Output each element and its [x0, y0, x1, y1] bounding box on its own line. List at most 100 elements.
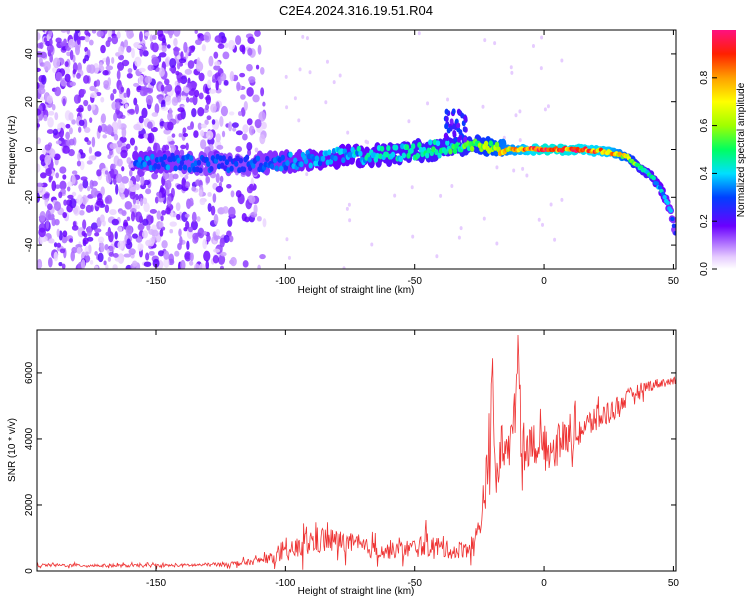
spectrogram-noise-cell: [128, 163, 134, 168]
spectrogram-noise-cell: [37, 108, 41, 116]
spectrogram-ridge-cell: [234, 160, 239, 167]
colorbar: 0.0 0.2 0.4 0.6 0.8 Normalized spectral ampl…: [699, 30, 747, 276]
spectrogram-ridge-cell: [209, 165, 214, 172]
spectrogram-noise-cell: [59, 166, 67, 174]
spectrogram-noise-cell: [96, 200, 104, 206]
spectrogram-noise-cell: [88, 146, 93, 154]
spectrogram-noise-cell: [219, 116, 224, 127]
spectrogram-noise-cell: [43, 60, 51, 72]
spectrogram-noise-cell: [70, 250, 75, 262]
spectrogram-noise-cell: [54, 184, 61, 189]
spectrogram-noise-cell: [125, 264, 132, 269]
spectrogram-noise-cell: [121, 127, 127, 138]
spectrogram-ridge-cell: [341, 157, 346, 164]
spectrogram-noise-cell: [188, 97, 195, 103]
spectrogram-noise-cell: [208, 55, 214, 67]
spectrogram-noise-cell: [483, 38, 487, 43]
spectrogram-noise-cell: [180, 259, 186, 269]
spectrogram-noise-cell: [58, 262, 63, 267]
spectrogram-noise-cell: [89, 117, 93, 124]
spectrogram-ridge-cell: [415, 152, 421, 159]
spectrogram-noise-cell: [411, 234, 415, 239]
spectrogram-noise-cell: [175, 202, 181, 212]
spectrogram-noise-cell: [51, 217, 56, 227]
spectrogram-noise-cell: [96, 169, 102, 177]
spectrogram-noise-cell: [123, 39, 129, 48]
spectrogram-noise-cell: [125, 143, 131, 150]
spectrogram-noise-cell: [148, 250, 155, 256]
spectrogram-noise-cell: [62, 98, 66, 107]
spectrogram-noise-cell: [147, 64, 154, 71]
spectrogram-noise-cell: [410, 185, 414, 190]
colorbar-label: Normalized spectral amplitude: [736, 82, 747, 217]
spectrogram-noise-cell: [123, 253, 131, 258]
spectrogram-noise-cell: [228, 206, 236, 218]
spectrogram-noise-cell: [175, 70, 180, 76]
spectrogram-noise-cell: [63, 199, 68, 206]
spectrogram-noise-cell: [255, 64, 260, 70]
spectrogram-noise-cell: [284, 74, 288, 79]
spectrogram-noise-cell: [106, 124, 113, 135]
spectrogram-ridge-cell: [221, 155, 226, 162]
spectrogram-noise-cell: [69, 127, 73, 135]
spectrogram-noise-cell: [510, 70, 514, 75]
spectrogram-noise-cell: [39, 235, 44, 245]
spectrogram-noise-cell: [80, 259, 86, 269]
spectrogram-noise-cell: [370, 242, 374, 247]
spectrogram-noise-cell: [69, 198, 77, 209]
spectrogram-noise-cell: [140, 243, 144, 250]
spectrogram-noise-cell: [171, 96, 179, 106]
spectrogram-noise-cell: [176, 55, 181, 60]
spectrogram-noise-cell: [86, 226, 92, 237]
spectrogram-noise-cell: [518, 138, 522, 143]
spectrogram-ridge-cell: [308, 162, 313, 169]
spectrogram-noise-cell: [112, 88, 117, 94]
spectrogram-noise-cell: [346, 130, 350, 135]
spectrogram-ridge-cell: [463, 115, 468, 122]
spectrogram-noise-cell: [173, 46, 179, 57]
spectrogram-noise-cell: [236, 81, 241, 92]
spectrogram-noise-cell: [184, 181, 191, 189]
spectrogram-noise-cell: [213, 65, 221, 71]
spectrogram-noise-cell: [205, 176, 211, 184]
spectrogram-noise-cell: [104, 196, 109, 204]
spectrogram-noise-cell: [134, 56, 142, 67]
spectrogram-noise-cell: [43, 193, 50, 199]
snr-x-ticks: -150 -100 -50 0 50: [146, 330, 679, 589]
spectrogram-noise-cell: [100, 123, 107, 133]
spectrogram-noise-cell: [71, 174, 76, 185]
spectrogram-ridge-cell: [339, 148, 344, 155]
spectrogram-noise-cell: [118, 45, 125, 56]
spectrogram-noise-cell: [140, 86, 146, 91]
figure-title: C2E4.2024.316.19.51.R04: [279, 3, 433, 18]
spectrogram-ridge-cell: [317, 160, 323, 167]
spectrogram-noise-cell: [56, 228, 60, 238]
spectrogram-noise-cell: [549, 202, 553, 207]
spectrogram-noise-cell: [37, 137, 41, 145]
spectrogram-noise-cell: [97, 193, 103, 201]
spectrogram-noise-cell: [86, 160, 93, 165]
spectrogram-noise-cell: [214, 35, 222, 43]
spectrogram-noise-cell: [82, 237, 89, 245]
spectrogram-ridge-cell: [668, 208, 674, 213]
spectrogram-noise-cell: [203, 31, 211, 43]
spectrogram-noise-cell: [543, 107, 547, 112]
spectrogram-noise-cell: [140, 46, 148, 51]
y-tick-label: 4000: [24, 427, 35, 450]
spectrogram-ridge-cell: [431, 146, 436, 153]
spectrogram-noise-cell: [252, 94, 260, 103]
spectrogram-noise-cell: [88, 155, 96, 161]
spectrogram-noise-cell: [242, 133, 248, 141]
spectrogram-ridge-cell: [358, 150, 363, 157]
spectrogram-noise-cell: [215, 185, 224, 193]
spectrogram-noise-cell: [77, 152, 81, 161]
y-tick-label: 40: [24, 48, 35, 60]
spectrogram-noise-cell: [177, 78, 183, 83]
spectrogram-noise-cell: [60, 30, 67, 33]
spectrogram-noise-cell: [128, 169, 133, 177]
spectrogram-noise-cell: [51, 104, 56, 111]
spectrogram-noise-cell: [120, 193, 126, 200]
spectrogram-noise-cell: [459, 226, 463, 231]
spectrogram-noise-cell: [117, 118, 122, 130]
